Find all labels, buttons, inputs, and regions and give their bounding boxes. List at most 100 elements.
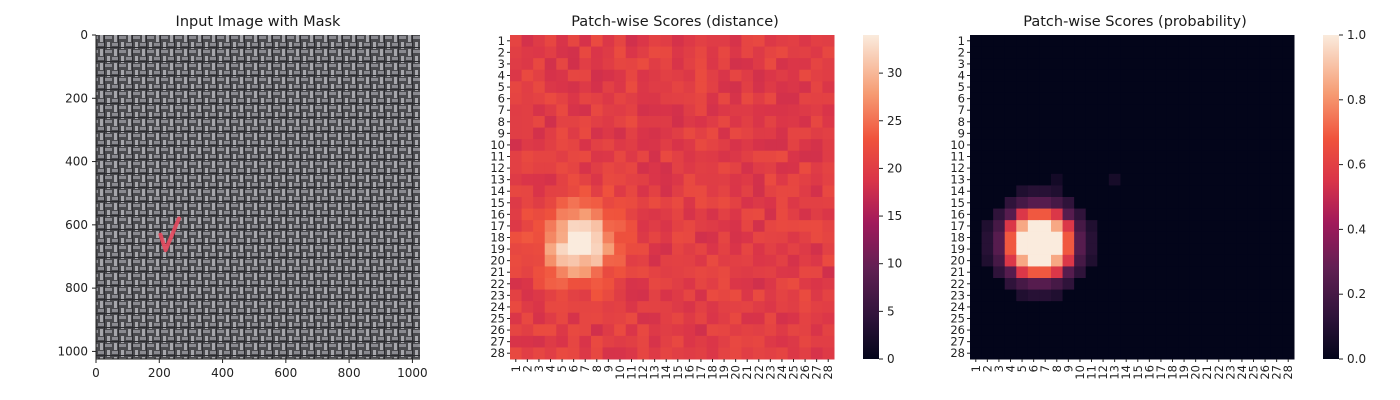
- heatmap-cell: [602, 243, 615, 256]
- heatmap-cell: [1143, 162, 1156, 175]
- heatmap-cell: [1247, 173, 1260, 186]
- heatmap-cell: [567, 173, 580, 186]
- heatmap-cell: [660, 150, 673, 163]
- row-label: 11: [490, 150, 505, 164]
- row-label: 14: [950, 184, 965, 198]
- heatmap-cell: [787, 324, 800, 337]
- input-image-panel: Input Image with Mask 0 200 400 600 800 10000…: [57, 14, 427, 380]
- heatmap-cell: [1224, 173, 1237, 186]
- heatmap-cell: [510, 278, 523, 291]
- heatmap-cell: [567, 46, 580, 59]
- heatmap-cell: [1143, 35, 1156, 48]
- heatmap-cell: [1027, 231, 1040, 244]
- heatmap-cell: [981, 243, 994, 256]
- heatmap-cell: [602, 220, 615, 233]
- heatmap-cell: [1189, 231, 1202, 244]
- heatmap-cell: [706, 185, 719, 198]
- heatmap-cell: [1166, 69, 1179, 82]
- heatmap-cell: [993, 81, 1006, 94]
- heatmap-cell: [970, 127, 983, 140]
- heatmap-cell: [1027, 81, 1040, 94]
- heatmap-cell: [556, 289, 569, 302]
- heatmap-cell: [614, 324, 627, 337]
- heatmap-cell: [602, 139, 615, 152]
- heatmap-cell: [1236, 58, 1249, 71]
- heatmap-cell: [1178, 197, 1191, 210]
- heatmap-cell: [1236, 69, 1249, 82]
- heatmap-cell: [1097, 347, 1110, 360]
- heatmap-cell: [1189, 35, 1202, 48]
- heatmap-cell: [1074, 185, 1087, 198]
- col-label: 19: [1177, 365, 1191, 380]
- heatmap-cell: [741, 266, 754, 279]
- heatmap-cell: [1213, 208, 1226, 221]
- heatmap-cell: [1143, 127, 1156, 140]
- heatmap-cell: [1201, 278, 1214, 291]
- heatmap-cell: [718, 301, 731, 314]
- heatmap-cell: [706, 347, 719, 360]
- heatmap-cell: [567, 266, 580, 279]
- heatmap-cell: [1259, 92, 1272, 105]
- heatmap-cell: [1143, 69, 1156, 82]
- heatmap-cell: [1004, 324, 1017, 337]
- heatmap-cell: [970, 220, 983, 233]
- heatmap-cell: [1270, 266, 1283, 279]
- row-label: 28: [950, 346, 965, 360]
- heatmap-cell: [637, 335, 650, 348]
- heatmap-cell: [533, 220, 546, 233]
- col-label: 2: [980, 365, 994, 372]
- heatmap-cell: [718, 69, 731, 82]
- heatmap-cell: [1213, 185, 1226, 198]
- heatmap-cell: [648, 35, 661, 48]
- heatmap-cell: [1201, 92, 1214, 105]
- heatmap-cell: [625, 243, 638, 256]
- heatmap-cell: [1085, 46, 1098, 59]
- heatmap-cell: [614, 92, 627, 105]
- heatmap-cell: [1132, 220, 1145, 233]
- heatmap-axes: 1234567891011121314151617181920212223242…: [950, 34, 1295, 380]
- heatmap-cell: [1166, 266, 1179, 279]
- heatmap-cell: [625, 185, 638, 198]
- heatmap-cell: [1213, 197, 1226, 210]
- heatmap-cell: [1224, 139, 1237, 152]
- heatmap-cell: [544, 104, 557, 117]
- heatmap-cell: [544, 289, 557, 302]
- heatmap-cell: [695, 266, 708, 279]
- heatmap-cell: [1027, 324, 1040, 337]
- heatmap-cell: [521, 254, 534, 267]
- heatmap-cell: [1132, 185, 1145, 198]
- heatmap-cell: [625, 150, 638, 163]
- heatmap-cell: [1097, 301, 1110, 314]
- row-label: 13: [490, 173, 505, 187]
- heatmap-cell: [1120, 104, 1133, 117]
- heatmap-cell: [1270, 127, 1283, 140]
- heatmap-cell: [1051, 278, 1064, 291]
- heatmap-cell: [1282, 46, 1295, 59]
- heatmap-cell: [1085, 243, 1098, 256]
- heatmap-cell: [510, 347, 523, 360]
- heatmap-cell: [729, 92, 742, 105]
- heatmap-cell: [648, 104, 661, 117]
- heatmap-cell: [1143, 46, 1156, 59]
- heatmap-cell: [787, 231, 800, 244]
- heatmap-cell: [591, 347, 604, 360]
- heatmap-cell: [579, 58, 592, 71]
- heatmap-cell: [637, 208, 650, 221]
- heatmap-cell: [533, 231, 546, 244]
- heatmap-cell: [1039, 231, 1052, 244]
- heatmap-cell: [776, 81, 789, 94]
- heatmap-cell: [729, 104, 742, 117]
- heatmap-cell: [1213, 46, 1226, 59]
- col-label: 3: [992, 365, 1006, 372]
- heatmap-cell: [556, 92, 569, 105]
- heatmap-cell: [683, 81, 696, 94]
- heatmap-cell: [567, 243, 580, 256]
- heatmap-cell: [1213, 301, 1226, 314]
- heatmap-cell: [1143, 139, 1156, 152]
- heatmap-cell: [1108, 301, 1121, 314]
- heatmap-cell: [1132, 173, 1145, 186]
- heatmap-cell: [1178, 335, 1191, 348]
- heatmap-cell: [1143, 173, 1156, 186]
- probability-heatmap-panel: Patch-wise Scores (probability) 12345678…: [950, 14, 1366, 380]
- heatmap-cell: [1051, 69, 1064, 82]
